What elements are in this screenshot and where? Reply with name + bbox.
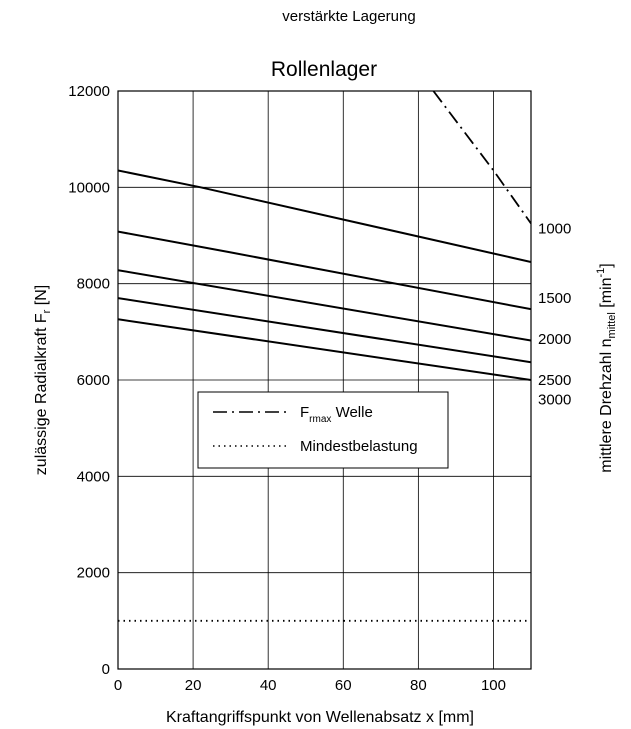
x-axis-label: Kraftangriffspunkt von Wellenabsatz x [m…	[166, 709, 474, 726]
secondary-axis-label: mittlere Drehzahl nmittel [min-1]	[595, 263, 618, 472]
y-axis-label-tail: [N]	[33, 285, 50, 310]
secondary-axis-label-sub: mittel	[606, 312, 618, 338]
chart-title: Rollenlager	[271, 58, 377, 81]
right-speed-labels: 1000 1500 2000 2500 3000	[538, 220, 571, 408]
y-axis-label: zulässige Radialkraft Fr [N]	[33, 285, 53, 475]
legend-label-frmax-tail: Welle	[331, 404, 372, 421]
secondary-axis-label-main: mittlere Drehzahl n	[598, 338, 615, 472]
y-axis-label-sub: r	[41, 309, 53, 313]
x-tick-label: 100	[481, 677, 506, 694]
y-tick-label: 4000	[77, 468, 110, 485]
secondary-axis-label-mid: [min	[598, 278, 615, 313]
x-axis-label-main: Kraftangriffspunkt von Wellenabsatz x [m…	[166, 709, 474, 726]
right-speed-label: 1500	[538, 290, 571, 307]
series-group	[118, 91, 531, 622]
series-line-1	[118, 230, 531, 311]
x-tick-labels: 0 20 40 60 80 100	[114, 677, 506, 694]
x-tick-label: 60	[335, 677, 352, 694]
legend-label-frmax-main: F	[300, 404, 309, 421]
legend-label-mindest-main: Mindestbelastung	[300, 438, 418, 455]
legend-label-frmax-sub: rmax	[309, 414, 331, 425]
x-tick-label: 20	[185, 677, 202, 694]
series-line-4	[118, 318, 531, 381]
y-tick-label: 12000	[68, 83, 110, 100]
secondary-axis-label-tail: ]	[598, 263, 615, 267]
y-tick-labels: 0 2000 4000 6000 8000 10000 12000	[68, 83, 110, 678]
right-speed-label: 3000	[538, 391, 571, 408]
y-tick-label: 6000	[77, 372, 110, 389]
legend: Frmax Welle Mindestbelastung	[197, 391, 449, 469]
right-speed-label: 2000	[538, 331, 571, 348]
x-tick-label: 0	[114, 677, 122, 694]
x-tick-label: 80	[410, 677, 427, 694]
legend-label-frmax: Frmax Welle	[300, 404, 373, 425]
secondary-axis-label-sup: -1	[595, 268, 607, 278]
plot-border	[117, 90, 532, 670]
y-tick-label: 8000	[77, 276, 110, 293]
right-speed-label: 1000	[538, 220, 571, 237]
grid-lines	[118, 91, 531, 669]
series-line-0	[118, 169, 531, 263]
series-line-5	[432, 91, 531, 225]
x-tick-label: 40	[260, 677, 277, 694]
y-tick-label: 2000	[77, 565, 110, 582]
right-speed-label: 2500	[538, 372, 571, 389]
plot-frame	[117, 90, 532, 670]
chart-subtitle: verstärkte Lagerung	[282, 8, 415, 25]
y-tick-label: 10000	[68, 179, 110, 196]
y-axis-label-main: zulässige Radialkraft F	[33, 313, 50, 475]
series-line-3	[118, 297, 531, 364]
series-line-2	[118, 269, 531, 342]
y-tick-label: 0	[102, 661, 110, 678]
legend-box	[197, 391, 449, 469]
legend-label-mindest: Mindestbelastung	[300, 438, 418, 455]
